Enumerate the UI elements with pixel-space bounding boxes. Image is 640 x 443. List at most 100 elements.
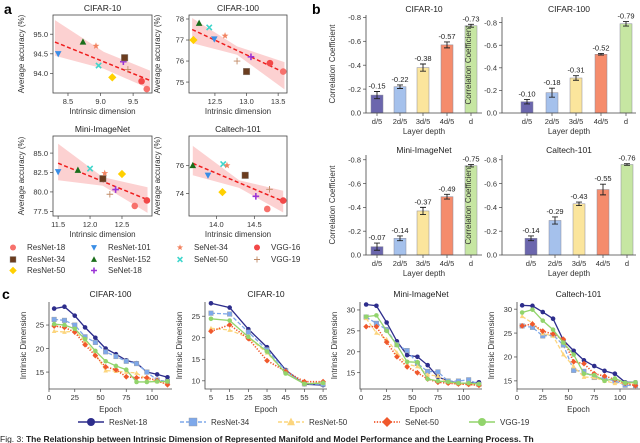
- chart-title: Mini-ImageNet: [393, 289, 449, 299]
- data-point: [62, 304, 67, 310]
- data-point: [415, 354, 420, 360]
- y-tick-label: 0.0: [351, 109, 361, 118]
- x-tick-label: 0: [515, 393, 519, 402]
- y-tick-label: 15: [347, 368, 355, 377]
- data-point: [633, 380, 638, 385]
- series-resnet-50: [519, 313, 638, 387]
- bar-panel-cifar-100: -0.10 d/5 -0.18 2d/5 -0.31 3d/5 -0.52 4d/5 -0.79…: [464, 4, 636, 136]
- data-point: [92, 339, 98, 345]
- y-axis-label: Intrinsic Dimension: [330, 312, 339, 380]
- data-point: [404, 348, 410, 354]
- y-tick-label: -0.4: [484, 64, 497, 73]
- y-tick-label: -0.8: [348, 13, 361, 22]
- data-point: [476, 381, 482, 387]
- triangle-up-marker-icon: [287, 417, 295, 426]
- legend-item-senet-18: SeNet-18: [91, 266, 142, 275]
- error-bar: [624, 163, 630, 166]
- data-point: [51, 321, 57, 327]
- legend-item-resnet-101: ResNet-101: [91, 243, 151, 252]
- legend-label: ResNet-18: [27, 243, 66, 252]
- y-tick-label: -0.8: [484, 155, 497, 164]
- data-point: [561, 340, 566, 345]
- star-marker-icon: [176, 244, 184, 251]
- data-point: [82, 325, 88, 330]
- point-resnet-18: [279, 68, 287, 75]
- data-point: [123, 373, 130, 380]
- point-vgg-16: [143, 197, 151, 204]
- data-point: [404, 363, 411, 370]
- y-tick-label: 20: [504, 353, 512, 362]
- error-bar: [374, 242, 380, 251]
- data-point: [632, 382, 639, 389]
- chart-title: Mini-ImageNet: [396, 145, 452, 155]
- data-point: [103, 349, 109, 355]
- error-bar: [397, 84, 403, 89]
- x-tick-label: 75: [434, 393, 442, 402]
- data-point: [612, 380, 618, 386]
- data-point: [425, 376, 430, 382]
- data-point: [550, 327, 556, 333]
- error-bar: [420, 206, 426, 215]
- axes: [501, 155, 636, 256]
- x-tick-label: 4d/5: [596, 259, 611, 268]
- diamond-marker-icon: [382, 417, 392, 427]
- data-point: [165, 374, 170, 380]
- bar-3d-5: [569, 77, 583, 114]
- data-point: [591, 372, 597, 378]
- chart-title: CIFAR-10: [247, 289, 285, 299]
- y-axis-label: Intrinsic Dimension: [175, 312, 184, 380]
- series-vgg-19: [363, 313, 482, 387]
- x-tick-label: 75: [122, 393, 130, 402]
- x-tick-label: 25: [382, 393, 390, 402]
- data-point: [164, 381, 171, 388]
- x-tick-label: 50: [564, 393, 572, 402]
- legend-label: ResNet-152: [108, 255, 151, 264]
- error-bar: [573, 75, 579, 81]
- point-senet-50: [206, 24, 213, 31]
- error-bar: [420, 63, 426, 72]
- data-point: [113, 366, 119, 373]
- thin-plus-marker-icon: [254, 256, 260, 263]
- data-label: -0.57: [438, 32, 455, 41]
- data-point: [144, 379, 150, 385]
- series-line: [366, 325, 479, 387]
- y-tick-label: 78: [176, 15, 184, 24]
- data-label: -0.10: [518, 89, 535, 98]
- x-axis-label: Intrinsic dimension: [69, 230, 135, 239]
- y-tick-label: -0.6: [348, 179, 361, 188]
- x-tick-label: 25: [244, 393, 252, 402]
- point-resnet-101: [54, 169, 62, 176]
- data-point: [519, 303, 525, 308]
- y-tick-label: 77: [176, 36, 184, 45]
- legend-item-resnet-34: ResNet-34: [180, 417, 250, 427]
- data-point: [519, 323, 526, 329]
- error-bar: [468, 23, 474, 28]
- bar-panel-caltech-101: -0.14 d/5 -0.29 2d/5 -0.43 3d/5 -0.55 4d/5 -0.76…: [464, 145, 636, 278]
- chart-title: Caltech-101: [546, 145, 592, 155]
- data-point: [383, 339, 390, 346]
- data-point: [113, 363, 119, 369]
- scatter-panel-mini-imagenet: 11.5 12.0 12.5 77.5 80.0 82.5 85.0 Mini-ImageNe…: [17, 124, 153, 239]
- error-bar: [444, 41, 450, 49]
- x-tick-label: d/5: [526, 259, 536, 268]
- data-point: [246, 334, 251, 340]
- bar-4d-5: [594, 54, 608, 114]
- x-axis-label: Epoch: [567, 405, 590, 414]
- data-point: [550, 316, 556, 322]
- y-tick-label: -0.6: [484, 179, 497, 188]
- data-point: [435, 369, 441, 375]
- data-point: [51, 328, 57, 333]
- data-label: -0.37: [414, 197, 431, 206]
- data-point: [103, 368, 108, 373]
- y-tick-label: 0.0: [487, 251, 497, 260]
- legend-label: SeNet-50: [194, 255, 228, 264]
- data-label: -0.29: [546, 207, 563, 216]
- point-vgg-19: [124, 66, 132, 73]
- series-vgg-19: [208, 316, 326, 387]
- data-point: [374, 313, 379, 318]
- point-senet-18: [247, 53, 255, 61]
- data-label: -0.14: [522, 226, 539, 235]
- line-panel-mini-imagenet: 0 25 50 75 100 15 20 25 30 Mini-ImageNet Epoch Intr…: [330, 289, 482, 414]
- data-point: [571, 367, 577, 373]
- data-label: -0.52: [592, 43, 609, 52]
